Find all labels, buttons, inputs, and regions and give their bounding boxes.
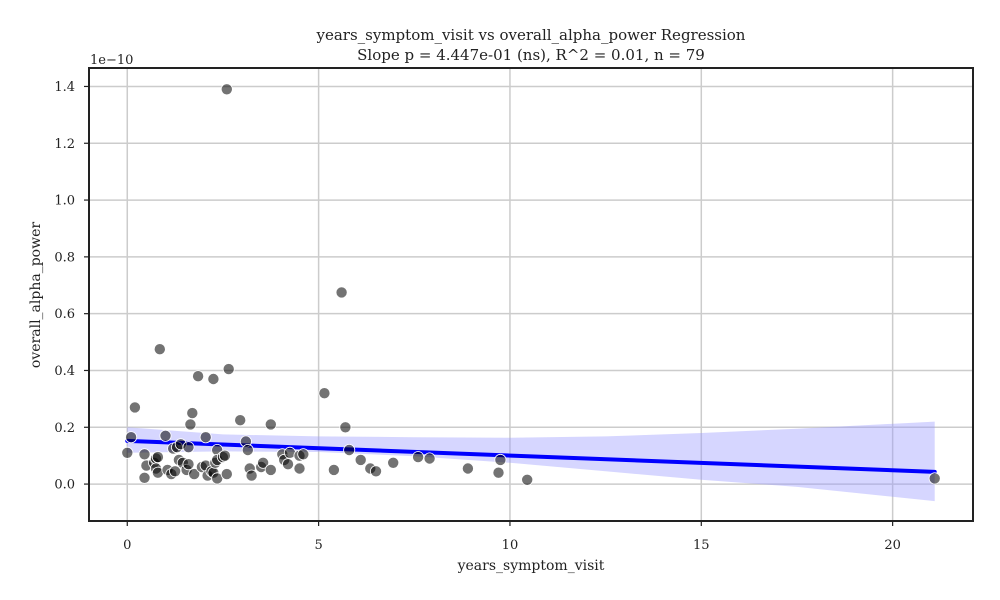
scatter-point xyxy=(318,387,331,400)
scatter-point xyxy=(327,463,340,476)
scatter-point xyxy=(264,418,277,431)
chart-title: years_symptom_visit vs overall_alpha_pow… xyxy=(316,26,746,44)
scatter-point xyxy=(343,443,356,456)
scatter-point xyxy=(423,452,436,465)
scatter-point xyxy=(241,443,254,456)
scatter-point xyxy=(220,83,233,96)
scatter-point xyxy=(153,343,166,356)
x-tick-label: 0 xyxy=(123,538,131,553)
scatter-point xyxy=(928,472,941,485)
scatter-point xyxy=(207,372,220,385)
scatter-point xyxy=(494,453,507,466)
x-tick-label: 15 xyxy=(693,538,710,553)
scatter-point xyxy=(297,448,310,461)
scatter-point xyxy=(159,429,172,442)
scatter-point xyxy=(138,471,151,484)
confidence-band xyxy=(127,421,935,502)
scatter-point xyxy=(188,468,201,481)
x-axis-label: years_symptom_visit xyxy=(457,558,605,574)
y-tick-label: 1.2 xyxy=(54,137,75,152)
scatter-point xyxy=(184,418,197,431)
scatter-point xyxy=(257,456,270,469)
scatter-point xyxy=(186,407,199,420)
scatter-point xyxy=(387,456,400,469)
y-tick-label: 0.2 xyxy=(54,421,75,436)
axis-ticks: 0 5 10 15 20 0.0 0.2 0.4 0.6 0.8 1.0 1.2 1.4 xyxy=(54,80,901,553)
y-tick-label: 0.8 xyxy=(54,250,75,265)
scatter-point xyxy=(125,431,138,444)
scatter-point xyxy=(222,363,235,376)
y-tick-label: 1.4 xyxy=(54,80,75,95)
x-tick-label: 10 xyxy=(502,538,519,553)
scatter-point xyxy=(182,458,195,471)
scatter-point xyxy=(192,370,205,383)
scatter-point xyxy=(220,468,233,481)
scatter-point xyxy=(182,441,195,454)
scatter-point xyxy=(293,462,306,475)
scatter-point xyxy=(218,449,231,462)
y-axis-label: overall_alpha_power xyxy=(28,222,44,368)
scatter-point xyxy=(264,463,277,476)
scatter-point xyxy=(339,421,352,434)
scatter-point xyxy=(461,462,474,475)
scatter-point xyxy=(138,448,151,461)
scatter-points xyxy=(121,83,941,486)
scatter-point xyxy=(234,414,247,427)
scatter-point xyxy=(492,466,505,479)
scatter-point xyxy=(128,401,141,414)
x-tick-label: 5 xyxy=(314,538,322,553)
y-tick-label: 0.6 xyxy=(54,307,75,322)
scatter-point xyxy=(199,431,212,444)
regression-line xyxy=(125,438,937,474)
plot-frame xyxy=(88,67,974,522)
x-tick-label: 20 xyxy=(884,538,901,553)
scatter-point xyxy=(169,465,182,478)
scatter-point xyxy=(121,446,134,459)
scatter-point xyxy=(151,451,164,464)
scatter-point xyxy=(354,453,367,466)
chart-subtitle: Slope p = 4.447e-01 (ns), R^2 = 0.01, n … xyxy=(357,46,705,64)
scatter-point xyxy=(245,469,258,482)
y-offset-label: 1e−10 xyxy=(90,53,133,68)
scatter-point xyxy=(521,473,534,486)
scatter-point xyxy=(335,286,348,299)
scatter-point xyxy=(281,458,294,471)
y-tick-label: 1.0 xyxy=(54,194,75,209)
y-tick-label: 0.4 xyxy=(54,364,75,379)
confidence-band-layer xyxy=(127,421,935,502)
regression-line-layer xyxy=(125,438,937,474)
scatter-point xyxy=(369,465,382,478)
y-tick-label: 0.0 xyxy=(54,478,75,493)
scatter-point xyxy=(412,451,425,464)
